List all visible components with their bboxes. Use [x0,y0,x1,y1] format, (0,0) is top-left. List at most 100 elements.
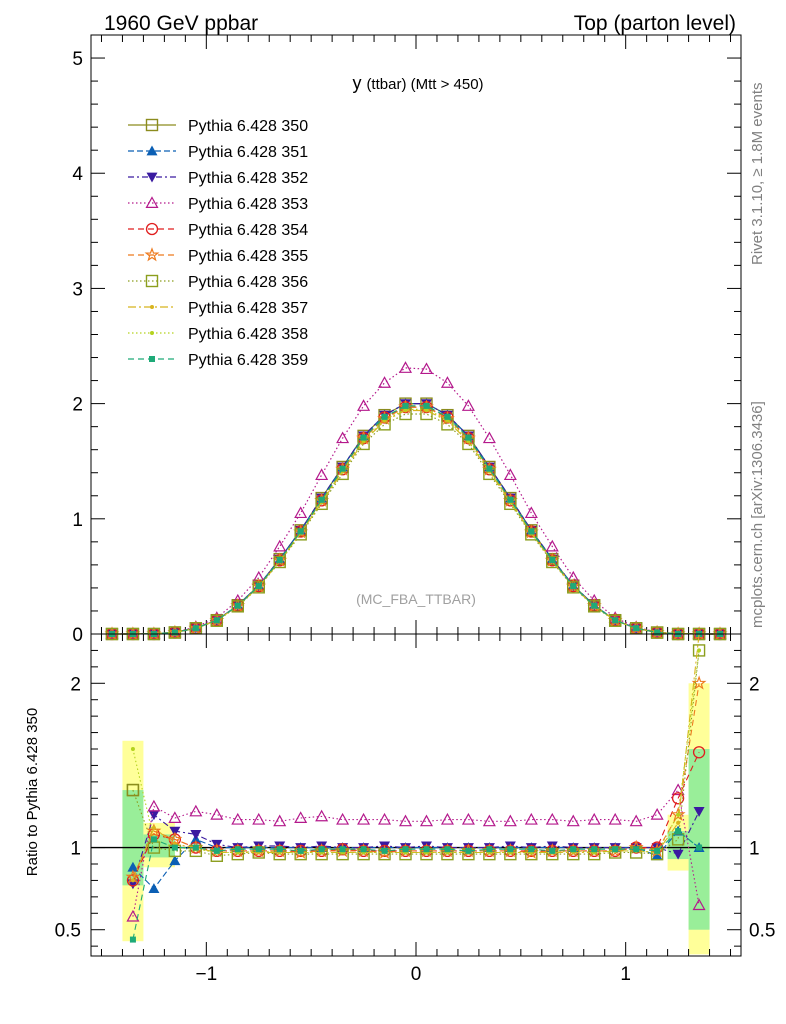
data-point [633,625,640,632]
ratio-data-point [398,814,413,827]
ratio-data-point [167,831,183,846]
x-tick-label: 0 [411,964,422,985]
ratio-data-point [130,747,135,751]
mcplots-reference-label: mcplots.cern.ch [arXiv:1306.3436] [749,401,766,628]
data-point [654,629,661,636]
ratio-series-359 [129,828,703,943]
ratio-data-point [650,807,664,820]
ratio-y-tick-label: 0.5 [55,921,81,942]
data-point [234,602,241,609]
uncertainty-band-green [688,749,710,930]
ratio-data-point [633,846,640,853]
ratio-series-354 [126,746,706,887]
data-point [213,617,220,624]
ratio-series-350 [126,783,140,797]
ratio-series-351 [127,825,705,894]
main-y-tick-label: 1 [72,510,83,531]
ratio-data-point [676,812,681,817]
data-point [192,625,199,632]
ratio-y-tick-label-right: 0.5 [749,921,775,942]
ratio-data-point [676,820,681,825]
legend-entry: Pythia 6.428 356 [128,274,308,291]
legend-entry: Pythia 6.428 351 [128,144,308,161]
data-point [402,402,409,409]
main-series-layer [104,361,728,641]
legend-marker [150,331,154,335]
data-point [486,465,493,472]
ratio-data-point [297,847,304,854]
ratio-data-point [151,825,156,830]
data-point [231,600,244,613]
ratio-series-356 [126,644,706,862]
main-y-tick-label: 3 [72,279,83,300]
data-point [318,496,325,503]
data-point [419,362,434,375]
data-point [381,413,388,420]
ratio-data-point [523,844,539,859]
data-point [255,583,262,590]
uncertainty-band-green [122,790,144,886]
legend-marker [149,356,155,362]
ratio-data-point [294,811,308,823]
ratio-data-point [378,812,392,825]
analysis-watermark: (MC_FBA_TTBAR) [356,591,476,607]
header-process: Top (parton level) [574,12,736,35]
ratio-data-point [549,847,556,854]
legend-entry: Pythia 6.428 358 [128,326,308,343]
data-point [567,581,580,594]
ratio-data-point [692,746,706,759]
legend-label: Pythia 6.428 356 [188,274,308,291]
ratio-y-tick-label-right: 2 [749,674,760,695]
ratio-data-point [402,846,409,853]
ratio-data-point [192,844,199,851]
legend-label: Pythia 6.428 358 [188,326,308,343]
data-point [545,539,559,552]
data-point [378,376,392,388]
ratio-series-line [132,683,700,878]
ratio-data-point [612,846,619,853]
legend-marker [146,145,158,156]
ratio-data-point [670,806,686,822]
data-point [273,539,287,552]
series-line [112,413,720,635]
data-point [612,617,619,624]
ratio-data-point [213,847,220,854]
ratio-data-point [315,809,329,822]
ratio-data-point [440,812,454,825]
main-y-tick-label: 5 [72,49,83,70]
ratio-data-point [444,846,451,853]
ratio-data-point [524,812,538,825]
legend-label: Pythia 6.428 350 [188,118,308,135]
rivet-version-label: Rivet 3.1.10, ≥ 1.8M events [749,83,766,266]
ratio-data-point [190,830,202,840]
ratio-series-line [132,830,700,890]
data-point [252,581,265,594]
ratio-data-point [697,648,702,653]
ratio-data-point [465,847,472,854]
data-point [423,402,430,409]
ratio-data-point [126,783,140,797]
ratio-data-point [150,836,157,843]
legend-entry: Pythia 6.428 355 [128,247,308,265]
ratio-data-point [360,846,367,853]
data-point [503,468,517,481]
ratio-data-point [692,644,706,657]
data-point [507,496,514,503]
data-point [591,602,598,609]
plot-title-variable: y [352,73,361,93]
ratio-series-line [132,811,700,884]
ratio-data-point [482,814,496,827]
legend-marker [150,305,154,309]
series-line [112,405,720,635]
main-plot-frame [90,34,742,635]
x-tick-label: −1 [195,964,217,985]
data-point [528,528,535,535]
legend-entry: Pythia 6.428 350 [128,118,308,135]
ratio-data-point [318,846,325,853]
ratio-series-line [132,650,700,857]
ratio-data-point [461,812,475,825]
data-point [336,431,350,444]
ratio-data-point [691,675,707,690]
ratio-data-point [210,807,224,820]
data-point [357,399,371,411]
